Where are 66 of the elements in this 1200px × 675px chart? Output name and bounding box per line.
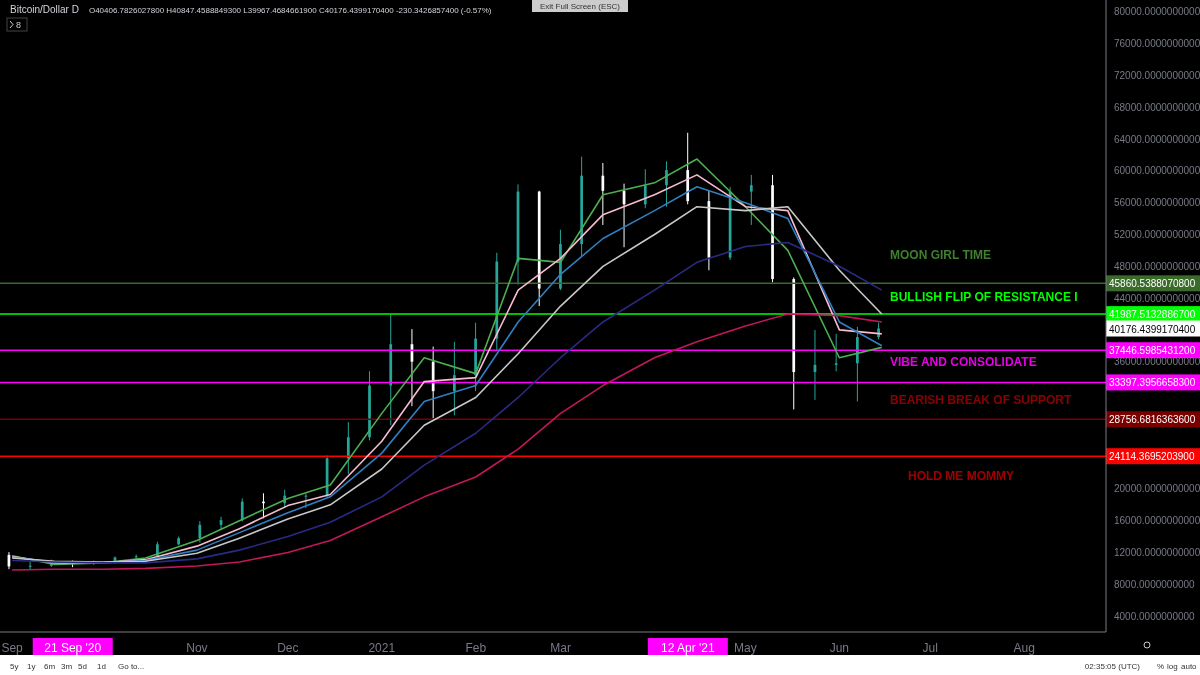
- text: log: [1167, 662, 1178, 671]
- candlestick: [601, 162, 605, 226]
- y-tick-label: 72000.0000000000: [1114, 70, 1200, 82]
- annotation: MOON GIRL TIME: [890, 248, 992, 262]
- text: 5y: [10, 662, 19, 671]
- ref-line-label: 45860.5388070800: [1109, 278, 1196, 290]
- text: auto: [1181, 662, 1198, 671]
- text: 3m: [61, 662, 73, 671]
- candlestick: [665, 160, 668, 208]
- annotation: Exit Full Screen (ESC): [539, 2, 621, 11]
- candlestick: [346, 421, 350, 475]
- x-tick-label: Mar: [550, 641, 571, 655]
- annotation: BULLISH FLIP OF RESISTANCE I: [890, 290, 1078, 304]
- candlestick: [28, 561, 32, 570]
- y-tick-label: 48000.0000000000: [1114, 260, 1200, 272]
- annotation: HOLD ME MOMMY: [908, 469, 1014, 483]
- candlestick: [240, 497, 244, 522]
- y-tick-label: 68000.0000000000: [1114, 101, 1200, 113]
- y-tick-label: 4000.0000000000: [1114, 610, 1196, 622]
- ref-line-label: 24114.3695203900: [1109, 451, 1195, 463]
- y-tick-label: 8000.0000000000: [1114, 578, 1196, 590]
- x-tick-label: Sep: [1, 641, 24, 655]
- y-tick-label: 56000.0000000000: [1114, 197, 1200, 209]
- ref-line-label: 33397.3956658300: [1109, 377, 1196, 389]
- text: 40176.4399170400: [1109, 323, 1196, 335]
- x-tick-label: Nov: [186, 641, 208, 655]
- annotation: VIBE AND CONSOLIDATE: [890, 355, 1037, 369]
- x-tick-label: May: [734, 641, 757, 655]
- y-tick-label: 52000.0000000000: [1114, 229, 1200, 241]
- line-series: [11, 313, 883, 571]
- y-tick-label: 80000.0000000000: [1114, 6, 1200, 18]
- ref-line-label: 41987.5132886700: [1109, 309, 1196, 321]
- candlestick: [643, 168, 647, 209]
- candlestick: [453, 341, 456, 416]
- y-tick-label: 60000.0000000000: [1114, 165, 1200, 177]
- text: 5d: [78, 662, 87, 671]
- chart-title: Bitcoin/Dollar D: [10, 4, 79, 15]
- x-tick-label: 2021: [368, 641, 396, 655]
- text: %: [1157, 662, 1165, 671]
- y-tick-label: 20000.0000000000: [1114, 483, 1200, 495]
- y-tick-label: 12000.0000000000: [1114, 547, 1200, 559]
- y-tick-label: 76000.0000000000: [1114, 38, 1200, 50]
- ref-line-label: 37446.5985431200: [1109, 345, 1196, 357]
- candlestick: [749, 174, 753, 226]
- y-tick-label: 64000.0000000000: [1114, 133, 1200, 145]
- y-tick-label: 16000.0000000000: [1114, 515, 1200, 527]
- text: 6m: [44, 662, 56, 671]
- annotation: 8: [16, 20, 22, 30]
- x-tick-label: Jun: [829, 641, 850, 655]
- y-tick-label: 44000.0000000000: [1114, 292, 1200, 304]
- text: 1d: [97, 662, 106, 671]
- text: Go to...: [118, 662, 145, 671]
- x-tick-label: Jul: [922, 641, 938, 655]
- x-tick-label: Aug: [1013, 641, 1035, 655]
- x-tick-label: 12 Apr '21: [661, 641, 715, 655]
- annotation: BEARISH BREAK OF SUPPORT: [890, 393, 1073, 407]
- text: 02:35:05 (UTC): [1084, 662, 1141, 671]
- text: O40406.7826027800 H40847.4588849300 L39967.4684661900 C40176.4399170400 -230.3426857400 (-0.57%): [88, 6, 492, 15]
- y-tick-label: 36000.0000000000: [1114, 356, 1200, 368]
- x-tick-label: Dec: [277, 641, 299, 655]
- ref-line-label: 28756.6816363600: [1109, 414, 1196, 426]
- candlestick: [834, 333, 838, 372]
- text: 1y: [27, 662, 36, 671]
- x-tick-label: Feb: [465, 641, 487, 655]
- candlestick: [198, 520, 202, 544]
- x-tick-label: 21 Sep '20: [44, 641, 102, 655]
